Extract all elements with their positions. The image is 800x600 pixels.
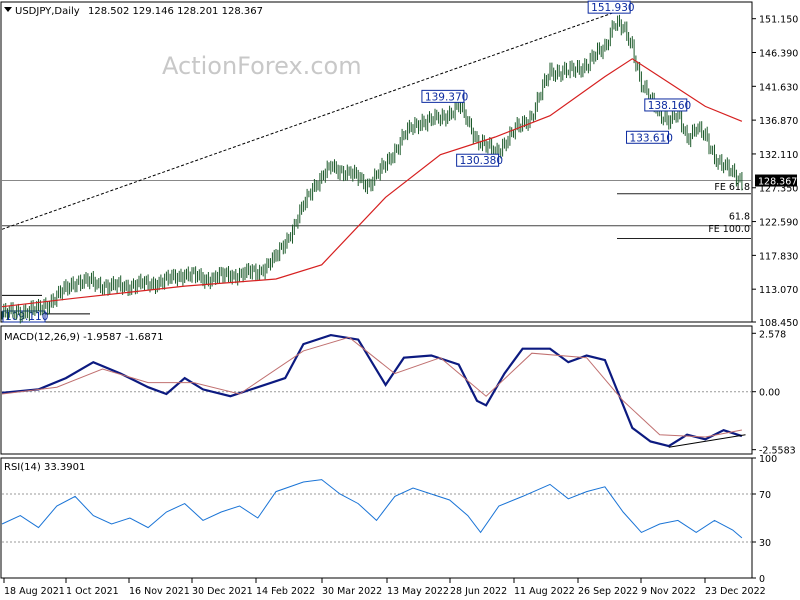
price-box bbox=[421, 89, 465, 103]
price-box-label: 138.160 bbox=[648, 100, 691, 112]
price-axis-label: 151.150 bbox=[759, 15, 798, 26]
rsi-line bbox=[1, 479, 743, 539]
time-axis-label: 30 Mar 2022 bbox=[322, 586, 382, 597]
macd-axis: 2.578 0.00 -2.5583 bbox=[752, 329, 796, 457]
price-axis-label: 122.590 bbox=[759, 218, 798, 229]
fib-label: FE 61.8 bbox=[714, 182, 750, 193]
price-box bbox=[644, 98, 688, 112]
price-axis-label: 146.390 bbox=[759, 49, 798, 60]
time-axis: 18 Aug 2021 1 Oct 2021 16 Nov 2021 30 Dec 2… bbox=[3, 578, 766, 597]
macd-title: MACD(12,26,9) -1.9587 -1.6871 bbox=[4, 332, 164, 343]
price-axis-label: 113.070 bbox=[759, 285, 798, 296]
price-panel: FE 61.8 61.8 FE 100.0 109.110 151.930 139.370… bbox=[1, 0, 751, 324]
macd-panel-frame bbox=[0, 325, 753, 455]
price-box bbox=[587, 0, 631, 14]
price-axis-label: 127.350 bbox=[759, 184, 798, 195]
rsi-panel-frame bbox=[0, 457, 753, 579]
rsi-axis-label: 30 bbox=[759, 538, 771, 549]
rsi-panel bbox=[1, 479, 751, 543]
price-box-label: 130.380 bbox=[460, 155, 503, 167]
macd-divergence-line bbox=[668, 434, 746, 448]
macd-axis-label: 0.00 bbox=[759, 388, 780, 399]
current-price-tag bbox=[755, 174, 797, 187]
price-box bbox=[456, 153, 500, 167]
rsi-axis: 100 70 30 0 bbox=[752, 454, 777, 585]
fib-label: FE 100.0 bbox=[708, 224, 750, 235]
price-box-label: 139.370 bbox=[425, 91, 468, 103]
time-axis-label: 11 Aug 2022 bbox=[514, 586, 575, 597]
time-axis-label: 13 May 2022 bbox=[387, 586, 449, 597]
time-axis-label: 14 Feb 2022 bbox=[256, 586, 315, 597]
price-axis: 151.150 146.390 141.630 136.870 132.110 127.3… bbox=[752, 15, 798, 329]
symbol-label: USDJPY,Daily bbox=[15, 6, 80, 17]
time-axis-label: 30 Dec 2021 bbox=[192, 586, 253, 597]
price-ma-line bbox=[1, 58, 743, 308]
macd-axis-label: -2.5583 bbox=[759, 446, 796, 457]
chart-header: USDJPY,Daily 128.502 129.146 128.201 128… bbox=[4, 6, 263, 17]
trendline bbox=[1, 12, 613, 230]
macd-signal-line bbox=[1, 336, 742, 438]
price-axis-label: 141.630 bbox=[759, 82, 798, 93]
rsi-title: RSI(14) 33.3901 bbox=[4, 462, 85, 473]
price-axis-label: 117.830 bbox=[759, 251, 798, 262]
macd-axis-label: 2.578 bbox=[759, 329, 786, 340]
price-panel-frame bbox=[0, 1, 753, 323]
price-box-label: 133.610 bbox=[630, 132, 673, 144]
price-axis-label: 136.870 bbox=[759, 116, 798, 127]
collapse-triangle-icon[interactable] bbox=[4, 7, 12, 12]
time-axis-label: 23 Dec 2022 bbox=[705, 586, 766, 597]
time-axis-label: 18 Aug 2021 bbox=[4, 586, 65, 597]
price-axis-label: 108.450 bbox=[759, 318, 798, 329]
fib-label: 61.8 bbox=[729, 211, 750, 222]
rsi-axis-label: 0 bbox=[759, 574, 765, 585]
candles bbox=[1, 14, 743, 324]
price-box-label: 151.930 bbox=[591, 2, 634, 14]
time-axis-label: 1 Oct 2021 bbox=[66, 586, 119, 597]
time-axis-label: 16 Nov 2021 bbox=[129, 586, 190, 597]
time-axis-label: 26 Sep 2022 bbox=[578, 586, 638, 597]
macd-line bbox=[1, 333, 743, 448]
time-axis-label: 9 Nov 2022 bbox=[641, 586, 696, 597]
rsi-axis-label: 70 bbox=[759, 490, 771, 501]
watermark: ActionForex.com bbox=[162, 52, 362, 80]
price-axis-label: 132.110 bbox=[759, 150, 798, 161]
current-price-label: 128.367 bbox=[758, 177, 797, 188]
time-axis-label: 28 Jun 2022 bbox=[450, 586, 507, 597]
price-box-bottom-label: 109.110 bbox=[5, 311, 48, 323]
macd-panel bbox=[1, 333, 751, 448]
rsi-axis-label: 100 bbox=[759, 454, 777, 465]
ohlc-values: 128.502 129.146 128.201 128.367 bbox=[88, 6, 263, 17]
price-box bbox=[626, 130, 670, 144]
